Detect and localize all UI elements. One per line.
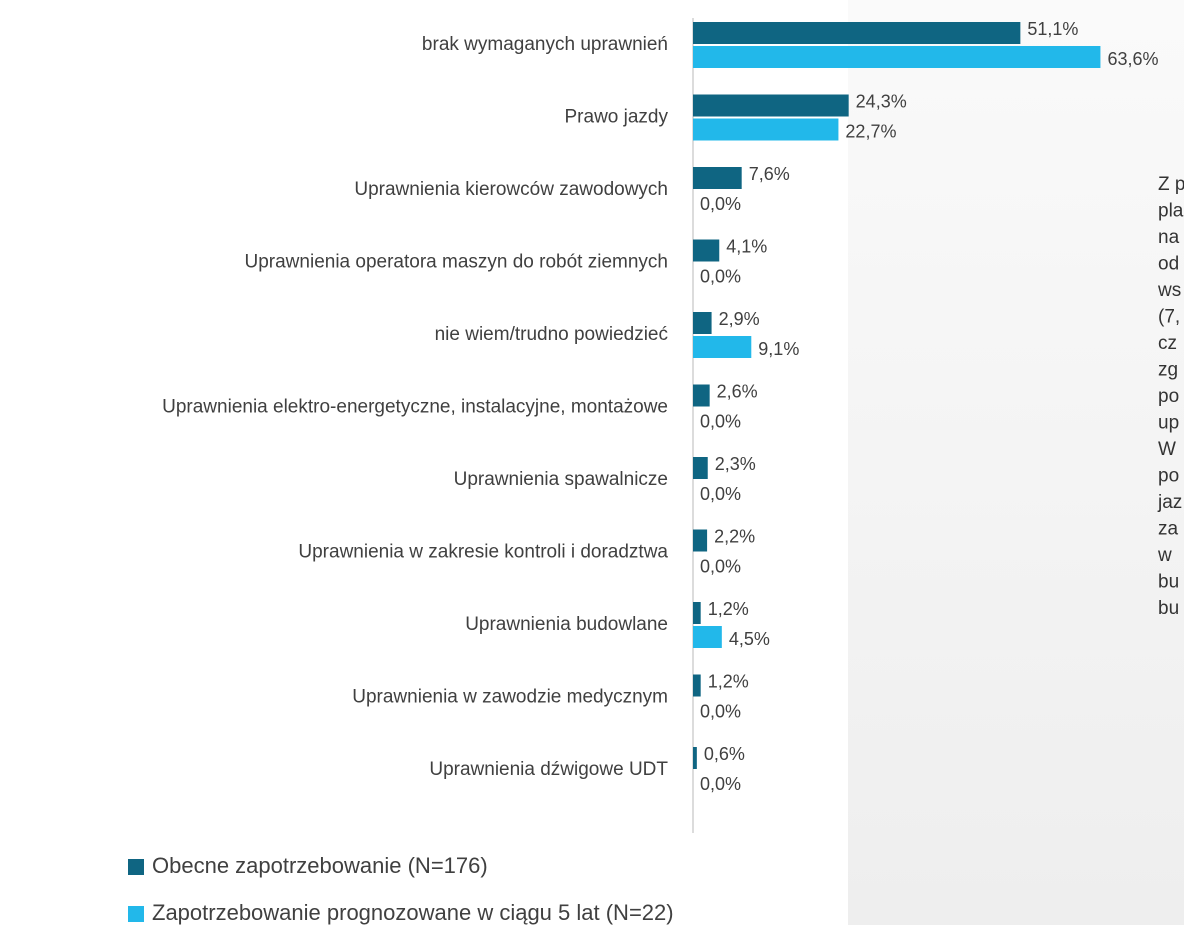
value-label: 2,3% [715, 454, 756, 474]
category-label: Uprawnienia operatora maszyn do robót zi… [245, 252, 669, 273]
value-label: 1,2% [708, 671, 749, 691]
side-text-line: zg [1158, 360, 1178, 381]
side-text-line: na [1158, 227, 1180, 248]
value-label: 0,0% [700, 411, 741, 431]
legend-label: Obecne zapotrzebowanie (N=176) [152, 853, 488, 878]
legend-swatch [128, 859, 144, 875]
side-text-line: w [1157, 545, 1172, 566]
value-label: 0,0% [700, 701, 741, 721]
bar [693, 602, 701, 624]
value-label: 9,1% [758, 339, 799, 359]
category-label: Prawo jazdy [565, 107, 669, 128]
side-panel [848, 0, 1184, 925]
side-text-line: od [1158, 254, 1179, 275]
category-label: nie wiem/trudno powiedzieć [435, 324, 668, 345]
value-label: 0,0% [700, 774, 741, 794]
value-label: 4,1% [726, 236, 767, 256]
side-text-line: bu [1158, 598, 1179, 619]
value-label: 2,6% [717, 381, 758, 401]
category-label: brak wymaganych uprawnień [422, 34, 668, 55]
value-label: 2,9% [719, 309, 760, 329]
bar [693, 22, 1021, 44]
side-text: Z p pla na od ws (7, cz zg po up Wpo jaz za w bu bu [1157, 174, 1184, 619]
bar [693, 674, 701, 697]
bar [693, 457, 708, 479]
bar [693, 46, 1101, 68]
value-label: 0,6% [704, 744, 745, 764]
value-label: 22,7% [845, 121, 896, 141]
category-label: Uprawnienia dźwigowe UDT [429, 759, 668, 780]
side-text-line: za [1158, 519, 1179, 540]
value-label: 0,0% [700, 556, 741, 576]
bar [693, 94, 849, 117]
category-label: Uprawnienia kierowców zawodowych [354, 179, 668, 200]
value-label: 0,0% [700, 194, 741, 214]
side-text-line: up [1158, 413, 1179, 434]
side-text-line: W [1158, 439, 1176, 460]
value-label: 24,3% [856, 91, 907, 111]
bar [693, 336, 752, 358]
side-text-line: cz [1158, 333, 1177, 354]
category-label: Uprawnienia budowlane [465, 614, 668, 635]
value-label: 1,2% [708, 599, 749, 619]
bar [693, 626, 722, 648]
side-text-line: bu [1158, 572, 1179, 593]
value-label: 0,0% [700, 484, 741, 504]
legend-swatch [128, 906, 144, 922]
bar [693, 384, 710, 407]
value-label: 4,5% [729, 629, 770, 649]
category-label: Uprawnienia spawalnicze [454, 469, 668, 490]
bar [693, 747, 697, 769]
value-label: 2,2% [714, 526, 755, 546]
bar [693, 239, 720, 262]
bar [693, 312, 712, 334]
side-text-line: po [1158, 386, 1179, 407]
value-label: 0,0% [700, 266, 741, 286]
side-text-line: pla [1158, 201, 1184, 222]
value-label: 63,6% [1107, 49, 1158, 69]
bar [693, 167, 742, 189]
value-label: 51,1% [1027, 19, 1078, 39]
value-label: 7,6% [749, 164, 790, 184]
category-label: Uprawnienia w zakresie kontroli i doradz… [298, 542, 668, 563]
side-text-line: ws [1157, 280, 1181, 301]
legend-label: Zapotrzebowanie prognozowane w ciągu 5 l… [152, 900, 674, 925]
side-text-line: (7, [1158, 307, 1180, 328]
side-text-line: Z p [1158, 174, 1184, 195]
category-label: Uprawnienia w zawodzie medycznym [352, 687, 668, 708]
side-text-line: po [1158, 466, 1179, 487]
bar [693, 529, 708, 552]
category-label: Uprawnienia elektro-energetyczne, instal… [162, 397, 668, 418]
side-text-line: jaz [1157, 492, 1182, 513]
bar [693, 118, 839, 141]
